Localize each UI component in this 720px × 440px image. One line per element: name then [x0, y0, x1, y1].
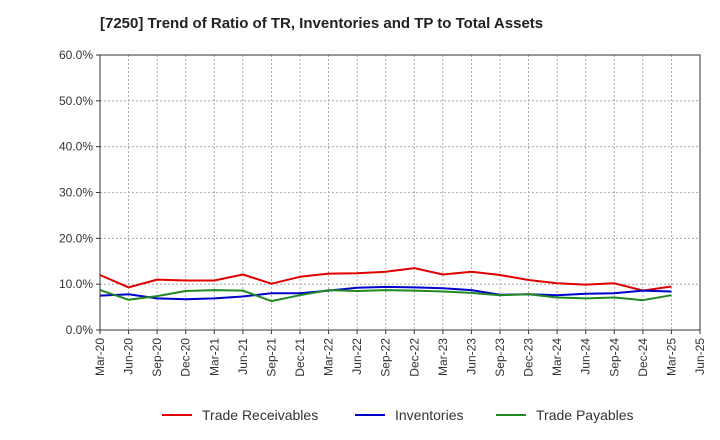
x-tick-label: Mar-24 — [550, 338, 564, 376]
x-tick-label: Mar-22 — [322, 338, 336, 376]
x-tick-label: Sep-22 — [379, 338, 393, 377]
series-line-trade-payables — [99, 289, 672, 303]
legend-label-trade-receivables: Trade Receivables — [202, 407, 319, 423]
x-tick-label: Jun-24 — [579, 338, 593, 375]
x-tick-label: Sep-24 — [607, 338, 621, 377]
y-tick-label: 10.0% — [59, 277, 93, 291]
legend-label-inventories: Inventories — [395, 407, 464, 423]
x-tick-label: Jun-21 — [236, 338, 250, 375]
legend-item-trade-receivables: Trade Receivables — [162, 405, 318, 425]
legend-swatch-trade-receivables — [162, 414, 192, 416]
x-tick-label: Mar-25 — [664, 338, 678, 376]
y-tick-label: 20.0% — [59, 231, 93, 245]
x-tick-label: Dec-23 — [522, 338, 536, 377]
y-tick-label: 0.0% — [66, 323, 94, 337]
chart-title: [7250] Trend of Ratio of TR, Inventories… — [100, 15, 544, 32]
x-tick-label: Sep-20 — [150, 338, 164, 377]
x-tick-label: Dec-22 — [407, 338, 421, 377]
x-tick-label: Jun-22 — [350, 338, 364, 375]
legend-swatch-trade-payables — [496, 414, 526, 416]
x-tick-label: Sep-21 — [264, 338, 278, 377]
x-tick-label: Jun-25 — [693, 338, 707, 375]
y-tick-label: 60.0% — [59, 48, 93, 62]
x-tick-label: Mar-20 — [93, 338, 107, 376]
x-tick-label: Jun-23 — [464, 338, 478, 375]
x-tick-label: Dec-24 — [636, 338, 650, 377]
legend-swatch-inventories — [355, 414, 385, 416]
series-layer — [99, 267, 672, 303]
series-line-trade-receivables — [99, 267, 672, 292]
x-tick-label: Jun-20 — [122, 338, 136, 375]
axis-layer: Mar-20 Jun-20 Sep-20 Dec-20 Mar-21 Jun-21 Sep-… — [59, 48, 707, 377]
y-tick-label: 30.0% — [59, 186, 93, 200]
y-tick-label: 50.0% — [59, 94, 93, 108]
x-tick-label: Mar-21 — [207, 338, 221, 376]
series-line-inventories — [99, 285, 672, 301]
legend: Trade Receivables Inventories Trade Paya… — [0, 405, 720, 425]
x-tick-label: Dec-20 — [179, 338, 193, 377]
legend-item-inventories: Inventories — [355, 405, 463, 425]
grid-layer — [99, 54, 701, 331]
x-tick-label: Mar-23 — [436, 338, 450, 376]
x-tick-label: Dec-21 — [293, 338, 307, 377]
legend-label-trade-payables: Trade Payables — [536, 407, 634, 423]
y-tick-label: 40.0% — [59, 140, 93, 154]
x-tick-label: Sep-23 — [493, 338, 507, 377]
legend-item-trade-payables: Trade Payables — [496, 405, 634, 425]
